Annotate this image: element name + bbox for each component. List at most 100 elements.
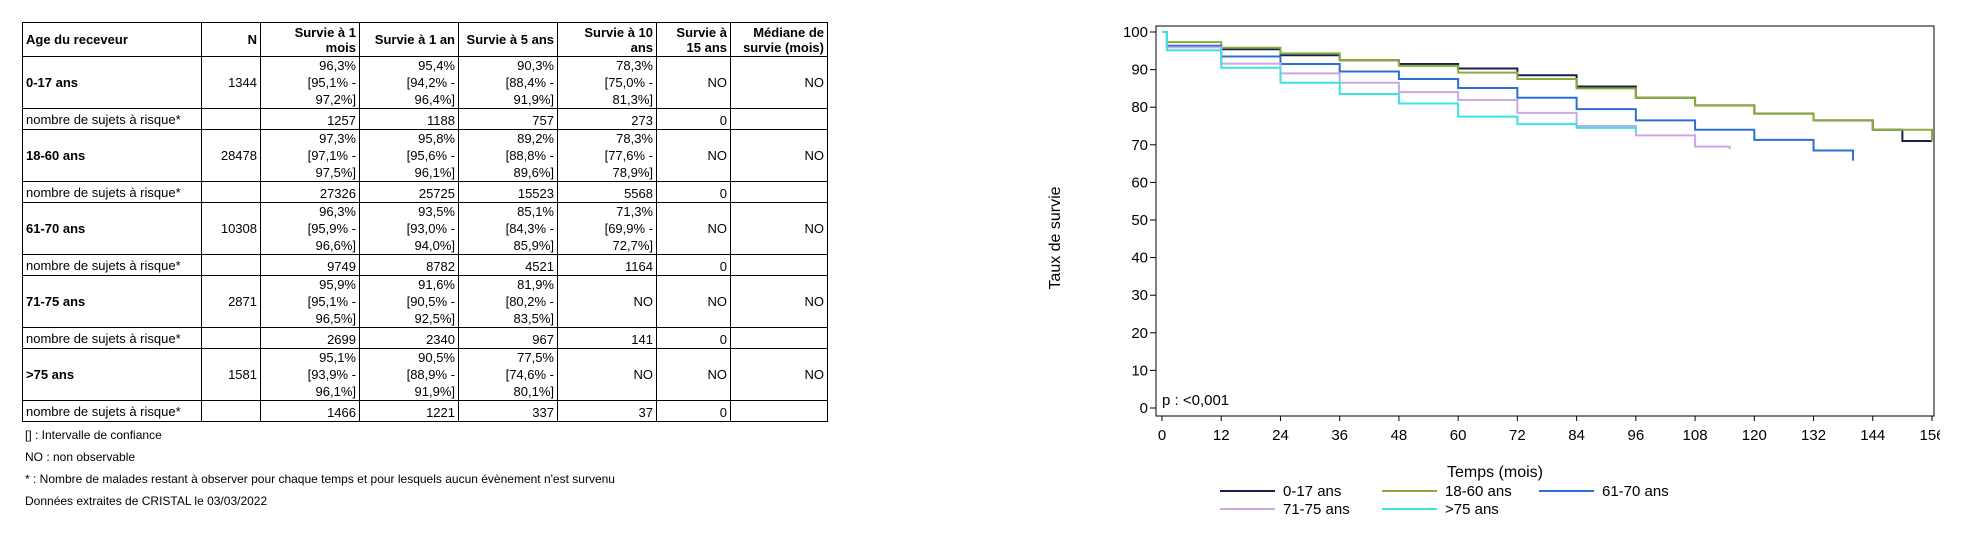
plot-frame [1155, 25, 1935, 417]
group-count: 1344 [201, 56, 261, 109]
survival-value: 89,2% [517, 131, 554, 146]
confidence-interval: [88,9% - 91,9%] [406, 367, 455, 399]
legend-label: 18-60 ans [1445, 483, 1512, 500]
age-group-label: 0-17 ans [22, 56, 202, 109]
median-survival-value: NO [730, 129, 828, 182]
survival-value: 96,3% [319, 58, 356, 73]
at-risk-label: nombre de sujets à risque* [22, 108, 202, 130]
confidence-interval: [69,9% - 72,7%] [604, 221, 653, 253]
at-risk-count: 25725 [359, 181, 459, 203]
at-risk-count: 15523 [458, 181, 558, 203]
median-survival-value: NO [730, 56, 828, 109]
confidence-interval: [84,3% - 85,9%] [505, 221, 554, 253]
y-tick-label: 30 [1131, 287, 1148, 304]
survival-cell: NO [656, 348, 731, 401]
empty-cell [730, 254, 828, 276]
at-risk-label: nombre de sujets à risque* [22, 254, 202, 276]
series-line-5 [1162, 31, 1637, 132]
x-tick-label: 96 [1628, 427, 1645, 444]
survival-value: 95,1% [319, 350, 356, 365]
footnote-ci: [] : Intervalle de confiance [25, 428, 162, 442]
at-risk-count: 0 [656, 181, 731, 203]
median-survival-value: NO [730, 275, 828, 328]
survival-value: 90,5% [418, 350, 455, 365]
at-risk-count: 1188 [359, 108, 459, 130]
empty-cell [730, 327, 828, 349]
at-risk-count: 1466 [260, 400, 360, 422]
confidence-interval: [80,2% - 83,5%] [505, 294, 554, 326]
y-tick-label: 20 [1131, 325, 1148, 342]
table-row-group: 18-60 ans 28478 97,3% [97,1% - 97,5%] 95,8% [… [22, 129, 828, 182]
empty-cell [201, 400, 261, 422]
legend-label: >75 ans [1445, 501, 1499, 518]
at-risk-count: 337 [458, 400, 558, 422]
table-body: 0-17 ans 1344 96,3% [95,1% - 97,2%] 95,4% [94… [22, 56, 828, 422]
survival-cell: 71,3% [69,9% - 72,7%] [557, 202, 657, 255]
survival-cell: 93,5% [93,0% - 94,0%] [359, 202, 459, 255]
table-row-at-risk: nombre de sujets à risque* 1466 1221 337 37 0 [22, 400, 828, 422]
group-count: 10308 [201, 202, 261, 255]
x-tick-label: 0 [1158, 427, 1166, 444]
x-tick-label: 84 [1568, 427, 1585, 444]
empty-cell [201, 181, 261, 203]
at-risk-label: nombre de sujets à risque* [22, 400, 202, 422]
footnote-no: NO : non observable [25, 450, 136, 464]
survival-value: 78,3% [616, 131, 653, 146]
header-n: N [201, 22, 261, 57]
survival-cell: 97,3% [97,1% - 97,5%] [260, 129, 360, 182]
survival-value: 95,9% [319, 277, 356, 292]
survival-cell: NO [656, 275, 731, 328]
y-axis-label: Taux de survie [1047, 186, 1064, 289]
survival-value: 91,6% [418, 277, 455, 292]
survival-table: Age du receveur N Survie à 1 mois Survie… [22, 22, 828, 422]
survival-cell: 81,9% [80,2% - 83,5%] [458, 275, 558, 328]
x-tick-label: 12 [1213, 427, 1230, 444]
header-survival-1-year: Survie à 1 an [359, 22, 459, 57]
survival-value: 78,3% [616, 58, 653, 73]
at-risk-count: 2699 [260, 327, 360, 349]
table-row-at-risk: nombre de sujets à risque* 2699 2340 967 141… [22, 327, 828, 349]
survival-cell: NO [557, 275, 657, 328]
empty-cell [730, 181, 828, 203]
survival-value: 93,5% [418, 204, 455, 219]
x-tick-label: 120 [1742, 427, 1767, 444]
at-risk-count: 0 [656, 108, 731, 130]
footnote-risk: * : Nombre de malades restant à observer… [25, 472, 615, 486]
confidence-interval: [88,8% - 89,6%] [505, 148, 554, 180]
at-risk-count: 0 [656, 254, 731, 276]
survival-value: 85,1% [517, 204, 554, 219]
survival-cell: 96,3% [95,9% - 96,6%] [260, 202, 360, 255]
header-survival-15-years: Survie à 15 ans [656, 22, 731, 57]
median-survival-value: NO [730, 348, 828, 401]
confidence-interval: [88,4% - 91,9%] [505, 75, 554, 107]
x-tick-label: 36 [1331, 427, 1348, 444]
legend-label: 71-75 ans [1283, 501, 1350, 518]
y-tick-label: 10 [1131, 362, 1148, 379]
table-row-at-risk: nombre de sujets à risque* 1257 1188 757 273… [22, 108, 828, 130]
p-value-annotation: p : <0,001 [1162, 392, 1229, 409]
x-tick-label: 24 [1272, 427, 1289, 444]
table-row-at-risk: nombre de sujets à risque* 9749 8782 4521 11… [22, 254, 828, 276]
y-tick-label: 40 [1131, 250, 1148, 267]
survival-cell: 90,3% [88,4% - 91,9%] [458, 56, 558, 109]
survival-cell: 89,2% [88,8% - 89,6%] [458, 129, 558, 182]
series-line-3 [1162, 31, 1855, 161]
y-tick-label: 90 [1131, 62, 1148, 79]
survival-value: 77,5% [517, 350, 554, 365]
empty-cell [201, 254, 261, 276]
y-tick-label: 100 [1123, 24, 1148, 41]
x-tick-label: 108 [1683, 427, 1708, 444]
at-risk-count: 37 [557, 400, 657, 422]
table-row-at-risk: nombre de sujets à risque* 27326 25725 1552… [22, 181, 828, 203]
at-risk-count: 0 [656, 327, 731, 349]
survival-value: 90,3% [517, 58, 554, 73]
table-header-row: Age du receveur N Survie à 1 mois Survie… [22, 22, 828, 57]
y-tick-label: 50 [1131, 212, 1148, 229]
survival-value: 95,8% [418, 131, 455, 146]
footnote-source: Données extraites de CRISTAL le 03/03/20… [25, 494, 268, 508]
table-row-group: 61-70 ans 10308 96,3% [95,9% - 96,6%] 93,5% [… [22, 202, 828, 255]
survival-cell: NO [656, 129, 731, 182]
median-survival-value: NO [730, 202, 828, 255]
group-count: 28478 [201, 129, 261, 182]
age-group-label: 18-60 ans [22, 129, 202, 182]
